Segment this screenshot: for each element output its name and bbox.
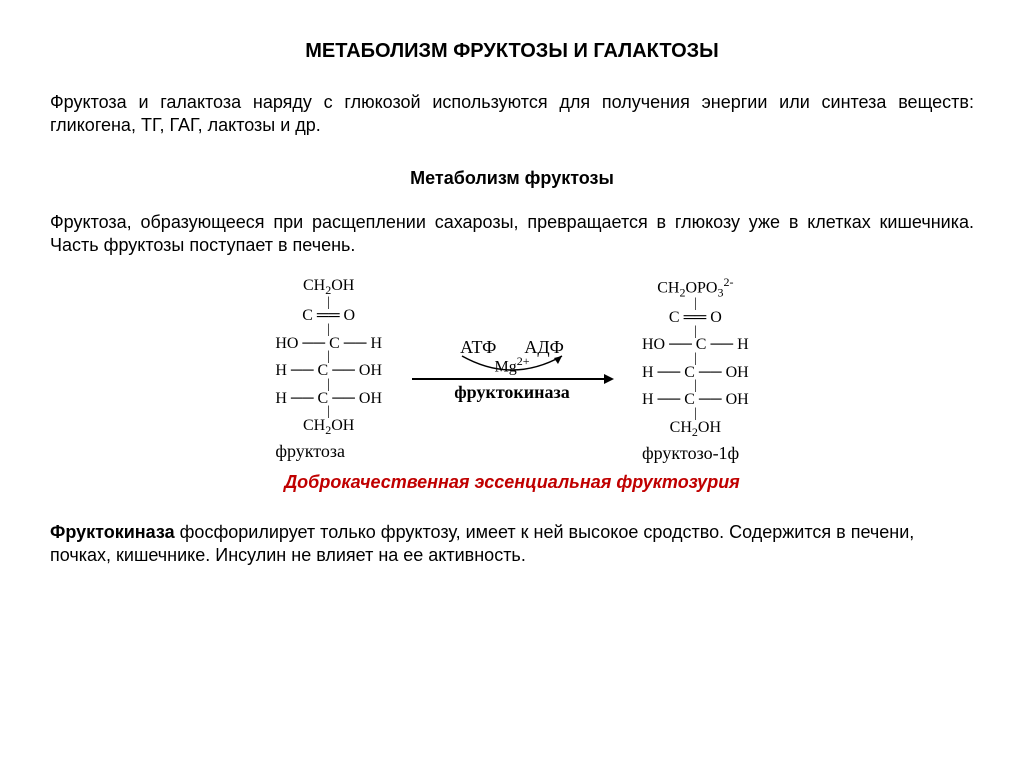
main-title: МЕТАБОЛИЗМ ФРУКТОЗЫ И ГАЛАКТОЗЫ (50, 40, 974, 63)
molecule-left-name: фруктоза (275, 441, 382, 462)
final-text: фосфорилирует только фруктозу, имеет к н… (50, 522, 914, 565)
molecule-fructose-1p: CH2OPO32- | C ══ O | HO ── C ── H | H ──… (642, 276, 749, 464)
paragraph-2: Фруктоза, образующееся при расщеплении с… (50, 211, 974, 258)
reaction-center: АТФ АДФ Mg2+ фруктокиназа (402, 337, 622, 403)
sub-title: Метаболизм фруктозы (50, 168, 974, 189)
ion-label: Mg2+ (494, 354, 529, 376)
reaction-diagram: CH2OH | C ══ O | HO ── C ── H | H ── C ─… (50, 276, 974, 464)
final-paragraph: Фруктокиназа фосфорилирует только фрукто… (50, 521, 974, 568)
c6r: CH2OH (670, 419, 721, 439)
intro-paragraph: Фруктоза и галактоза наряду с глюкозой и… (50, 91, 974, 138)
disease-label: Доброкачественная эссенциальная фруктозу… (50, 472, 974, 493)
molecule-right-name: фруктозо-1ф (642, 443, 749, 464)
c6: CH2OH (303, 417, 354, 437)
final-keyword: Фруктокиназа (50, 522, 175, 542)
reaction-arrow-icon (412, 378, 612, 380)
molecule-fructose: CH2OH | C ══ O | HO ── C ── H | H ── C ─… (275, 277, 382, 462)
enzyme-label: фруктокиназа (454, 382, 570, 403)
